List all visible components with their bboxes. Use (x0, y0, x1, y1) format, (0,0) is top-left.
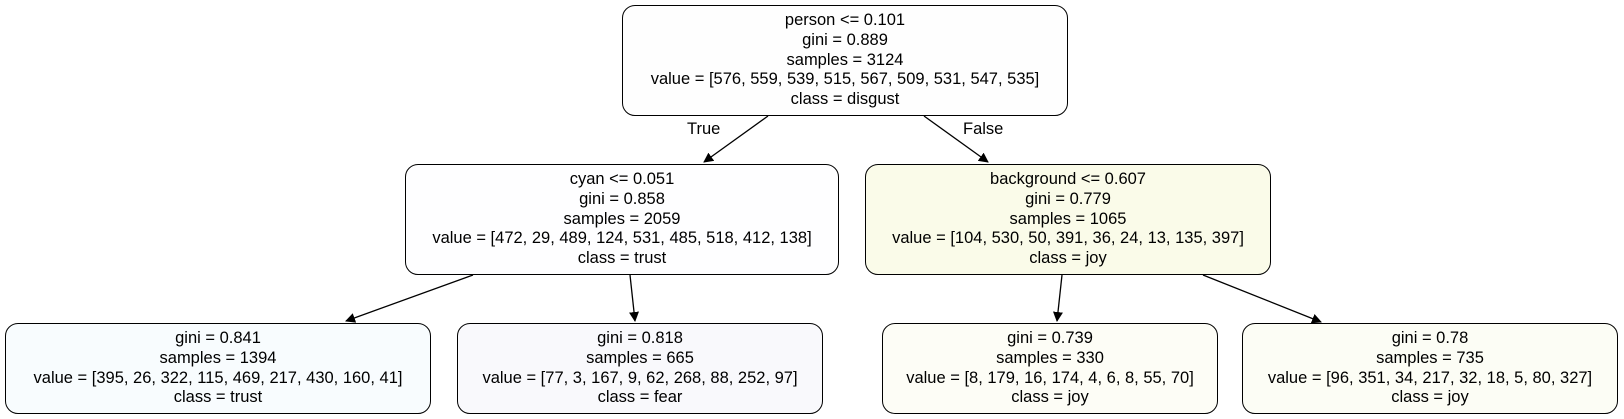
tree-leaf-right-right: gini = 0.78 samples = 735 value = [96, 3… (1242, 323, 1618, 414)
tree-node-right: background <= 0.607 gini = 0.779 samples… (865, 164, 1271, 275)
node-class: class = joy (1011, 388, 1089, 407)
edge-right-rightleaf (1202, 274, 1322, 324)
node-value: value = [104, 530, 50, 391, 36, 24, 13, … (892, 229, 1244, 248)
node-gini: gini = 0.818 (597, 329, 683, 348)
node-split-rule: person <= 0.101 (784, 11, 906, 30)
tree-leaf-left-left: gini = 0.841 samples = 1394 value = [395… (5, 323, 431, 414)
edge-label-true: True (687, 120, 721, 138)
node-split-rule: background <= 0.607 (990, 170, 1146, 189)
node-samples: samples = 3124 (786, 50, 904, 69)
node-class: class = joy (1391, 388, 1469, 407)
node-value: value = [395, 26, 322, 115, 469, 217, 43… (33, 368, 403, 387)
node-split-rule: cyan <= 0.051 (569, 170, 675, 189)
node-gini: gini = 0.739 (1007, 329, 1093, 348)
node-gini: gini = 0.889 (802, 30, 888, 49)
node-samples: samples = 1065 (1009, 209, 1127, 228)
node-samples: samples = 330 (996, 348, 1104, 367)
node-class: class = trust (577, 249, 667, 268)
tree-leaf-right-left: gini = 0.739 samples = 330 value = [8, 1… (882, 323, 1218, 414)
edge-left-leftleaf (345, 274, 474, 323)
node-value: value = [77, 3, 167, 9, 62, 268, 88, 252… (482, 368, 798, 387)
edge-root-right (923, 115, 989, 163)
node-samples: samples = 2059 (563, 209, 681, 228)
node-value: value = [472, 29, 489, 124, 531, 485, 51… (432, 229, 812, 248)
edge-right-leftleaf (1053, 274, 1063, 322)
edge-left-rightleaf (629, 274, 639, 322)
node-samples: samples = 735 (1376, 348, 1484, 367)
node-class: class = joy (1029, 249, 1107, 268)
edge-root-left (703, 115, 769, 163)
edge-label-false: False (963, 120, 1004, 138)
node-samples: samples = 665 (586, 348, 694, 367)
node-gini: gini = 0.779 (1025, 189, 1111, 208)
tree-node-left: cyan <= 0.051 gini = 0.858 samples = 205… (405, 164, 839, 275)
node-gini: gini = 0.841 (175, 329, 261, 348)
tree-node-root: person <= 0.101 gini = 0.889 samples = 3… (622, 5, 1068, 116)
node-value: value = [576, 559, 539, 515, 567, 509, 5… (650, 70, 1040, 89)
node-gini: gini = 0.858 (579, 189, 665, 208)
node-gini: gini = 0.78 (1391, 329, 1469, 348)
node-class: class = trust (173, 388, 263, 407)
tree-leaf-left-right: gini = 0.818 samples = 665 value = [77, … (457, 323, 823, 414)
node-value: value = [8, 179, 16, 174, 4, 6, 8, 55, 7… (906, 368, 1194, 387)
node-value: value = [96, 351, 34, 217, 32, 18, 5, 80… (1267, 368, 1593, 387)
node-class: class = disgust (790, 90, 900, 109)
node-class: class = fear (597, 388, 683, 407)
node-samples: samples = 1394 (159, 348, 277, 367)
